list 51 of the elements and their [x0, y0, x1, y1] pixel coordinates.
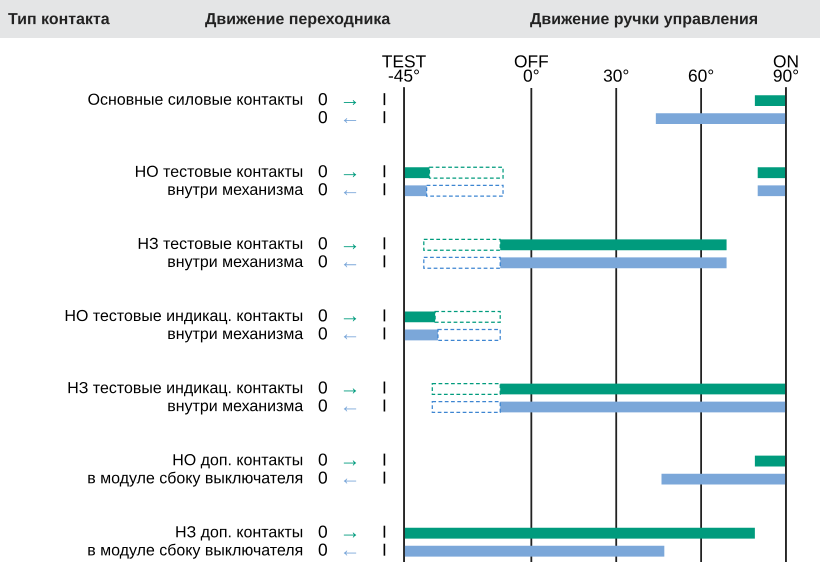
- y-tick-label: НО доп. контакты: [174, 454, 302, 468]
- bar: [661, 474, 786, 484]
- y-tick-label: НЗ доп. контакты: [176, 526, 302, 540]
- y-tick-label: НО тестовые индикац. контакты: [66, 310, 302, 324]
- bar: [432, 400, 501, 414]
- y-tick-label: НО тестовые контакты: [136, 166, 302, 177]
- bar: [656, 113, 786, 124]
- y-tick-label: внутри механизма: [168, 258, 304, 270]
- text: 0 ← I: [318, 183, 386, 196]
- text: Тип контакта: [8, 13, 110, 24]
- bar: [500, 257, 727, 268]
- bar: [758, 167, 786, 178]
- x-tick-label: OFF 0°: [514, 55, 548, 82]
- text: 0 ← I: [318, 327, 386, 340]
- x-tick-label: ON 90°: [774, 55, 798, 82]
- text: 0 → I: [318, 237, 386, 250]
- text: 0 → I: [318, 453, 386, 466]
- bar: [404, 546, 664, 557]
- x-tick-label: TEST -45°: [382, 55, 426, 82]
- x-tick-label: 30°: [604, 69, 628, 82]
- text: Движение переходника: [205, 13, 390, 28]
- text: 0 → I: [318, 381, 386, 394]
- bar: [423, 256, 501, 269]
- y-tick-label: Основные силовые контакты: [88, 94, 302, 105]
- y-tick-label: в модуле сбоку выключателя: [88, 544, 302, 559]
- text: 0 → I: [318, 165, 386, 178]
- text: 0 → I: [318, 526, 386, 538]
- y-tick-label: внутри механизма: [168, 402, 304, 414]
- text: 0 ← I: [318, 111, 386, 124]
- bar: [404, 185, 427, 196]
- bar: [426, 184, 504, 197]
- text: 0 ← I: [318, 544, 386, 556]
- y-tick-label: НЗ тестовые индикац. контакты: [68, 382, 302, 396]
- y-tick-label: внутри механизма: [168, 330, 304, 342]
- y-tick-label: НЗ тестовые контакты: [138, 238, 302, 250]
- y-tick-label: в модуле сбоку выключателя: [88, 472, 302, 487]
- bar: [404, 528, 755, 539]
- text: 0 ← I: [318, 255, 386, 268]
- bar: [404, 330, 438, 340]
- x-tick-label: 60°: [688, 69, 714, 82]
- y-tick-label: внутри механизма: [168, 186, 304, 198]
- text: Движение ручки управления: [530, 13, 757, 28]
- bar: [754, 95, 786, 106]
- bar: [437, 328, 501, 341]
- bar: [754, 456, 786, 466]
- bar: [500, 402, 786, 412]
- text: 0 ← I: [318, 471, 386, 484]
- text: 0 ← I: [318, 399, 386, 412]
- text: 0 → I: [318, 309, 386, 322]
- text: 0 → I: [318, 92, 386, 106]
- bar: [758, 185, 786, 196]
